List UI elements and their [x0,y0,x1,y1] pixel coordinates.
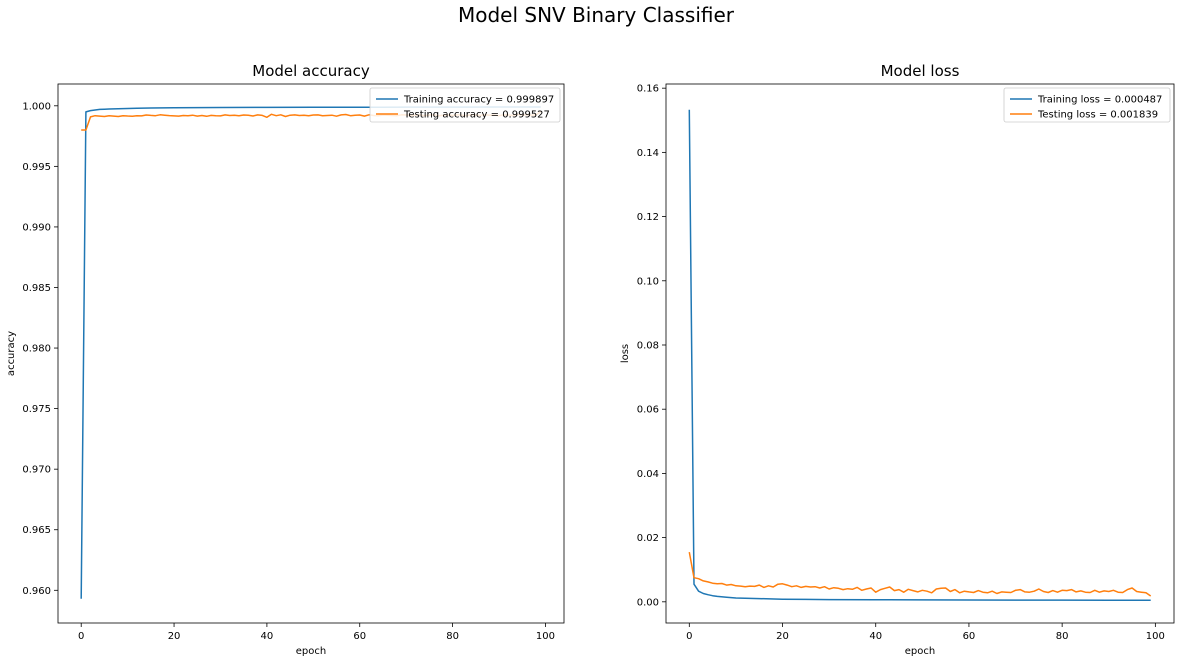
accuracy-ytick-label: 0.995 [22,162,51,173]
accuracy-chart-title: Model accuracy [252,62,370,80]
accuracy-xtick-label: 100 [536,631,555,642]
loss-xtick-label: 60 [963,631,976,642]
loss-ytick-label: 0.04 [637,469,659,480]
loss-ytick-label: 0.00 [637,597,659,608]
accuracy-ytick-label: 0.985 [22,283,51,294]
loss-ytick-label: 0.06 [637,405,659,416]
loss-xtick-label: 40 [869,631,882,642]
loss-legend: Training loss = 0.000487 Testing loss = 0… [1003,87,1171,123]
loss-ytick-label: 0.10 [637,276,659,287]
loss-testing-line [688,551,1152,597]
loss-xtick-label: 0 [686,631,692,642]
accuracy-ytick-label: 0.960 [22,586,51,597]
loss-chart: Model loss 0 20 40 60 80 100 0.00 0.02 0.04 0.06 0.… [620,62,1175,657]
accuracy-ytick-label: 0.980 [22,344,51,355]
accuracy-axes-frame [57,83,565,624]
loss-axes-frame [665,83,1175,624]
loss-xtick-label: 20 [776,631,789,642]
loss-ylabel: loss [620,344,631,363]
accuracy-ytick-label: 0.990 [22,222,51,233]
accuracy-ylabel: accuracy [6,331,17,376]
accuracy-xtick-label: 0 [78,631,84,642]
loss-training-line [688,109,1151,601]
accuracy-xtick-label: 40 [261,631,274,642]
loss-legend-testing-label: Testing loss = 0.001839 [1037,110,1158,121]
accuracy-xtick-label: 80 [446,631,459,642]
loss-ytick-label: 0.12 [637,212,659,223]
loss-xtick-label: 100 [1146,631,1165,642]
loss-ytick-label: 0.16 [637,84,659,95]
accuracy-xlabel: epoch [296,646,326,657]
accuracy-legend-box [369,87,561,123]
accuracy-ytick-label: 1.000 [22,101,51,112]
accuracy-ytick-label: 0.970 [22,465,51,476]
accuracy-ytick-label: 0.965 [22,525,51,536]
accuracy-xtick-label: 60 [353,631,366,642]
figure-suptitle: Model SNV Binary Classifier [458,3,735,27]
accuracy-legend: Training accuracy = 0.999897 Testing accu… [369,87,561,123]
accuracy-ytick-label: 0.975 [22,404,51,415]
accuracy-chart: Model accuracy 0 20 40 60 80 100 0.960 0.965 0.97… [6,62,565,657]
accuracy-legend-testing-label: Testing accuracy = 0.999527 [403,110,550,121]
loss-ytick-label: 0.14 [637,148,659,159]
loss-legend-box [1003,87,1171,123]
loss-ytick-label: 0.08 [637,340,659,351]
loss-xtick-label: 80 [1056,631,1069,642]
accuracy-legend-training-label: Training accuracy = 0.999897 [403,95,554,106]
loss-xlabel: epoch [905,646,935,657]
accuracy-xtick-label: 20 [168,631,181,642]
loss-ytick-label: 0.02 [637,533,659,544]
loss-legend-training-label: Training loss = 0.000487 [1037,95,1162,106]
loss-chart-title: Model loss [881,62,960,80]
